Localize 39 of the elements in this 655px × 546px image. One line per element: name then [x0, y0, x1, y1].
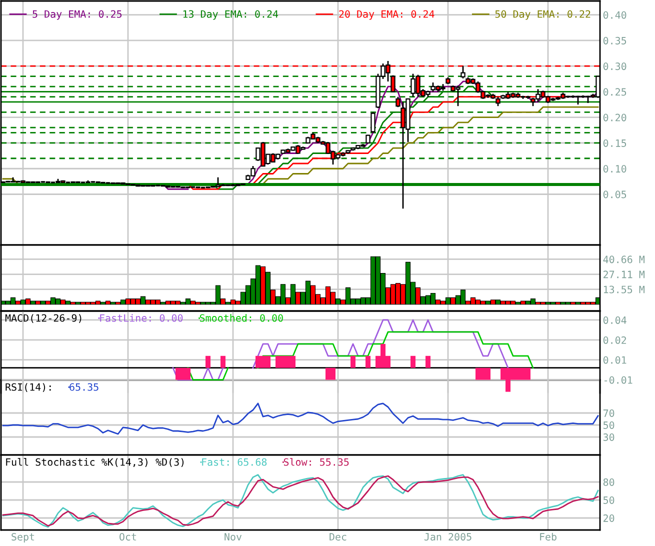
y-tick-label: 50 — [603, 421, 614, 429]
chart-title: RSI(14): — [6, 383, 51, 392]
x-tick-label: Jan 2005 — [424, 533, 472, 541]
legend-label: 65.35 — [70, 383, 98, 391]
x-tick-label: Dec — [330, 533, 346, 541]
legend-label: 5 Day EMA: 0.25 — [32, 10, 122, 20]
legend-label: 13 Day EMA: 0.24 — [183, 10, 278, 20]
y-tick-label: 27.11 M — [604, 270, 644, 278]
legend-label: Smoothed: 0.00 — [200, 314, 283, 322]
x-tick-label: Sept — [12, 533, 34, 543]
x-tick-label: Nov — [224, 533, 242, 541]
y-tick-label: 0.30 — [603, 62, 626, 70]
chart-title: Full Stochastic %K(14,3) %D(3) — [6, 458, 184, 468]
legend-label: 50 Day EMA: 0.22 — [495, 10, 590, 20]
y-tick-label: 30 — [603, 433, 614, 441]
legend-label: Fast: 65.68 — [202, 458, 267, 466]
y-tick-label: 70 — [603, 409, 614, 417]
y-tick-label: 80 — [603, 478, 614, 486]
y-tick-label: 0.15 — [603, 139, 626, 147]
y-tick-label: 0.04 — [603, 316, 626, 324]
legend-label: Slow: 55.35 — [284, 458, 349, 466]
x-tick-label: Oct — [120, 533, 136, 541]
x-tick-label: Feb — [540, 532, 556, 541]
y-tick-label: 13.55 M — [604, 286, 644, 294]
legend-label: 20 Day EMA: 0.24 — [339, 10, 434, 20]
y-tick-label: 40.66 M — [603, 256, 644, 264]
chart-title: MACD(12-26-9) — [5, 314, 82, 323]
y-tick-label: 0.02 — [603, 336, 626, 344]
y-tick-label: 0.01 — [603, 356, 626, 364]
legend-label: FastLine: 0.00 — [100, 314, 183, 322]
y-tick-label: 0.20 — [603, 114, 626, 122]
y-tick-label: -0.01 — [604, 376, 632, 384]
y-tick-label: 0.40 — [603, 11, 626, 19]
y-tick-label: 50 — [603, 496, 614, 504]
y-tick-label: 0.25 — [603, 88, 626, 96]
y-tick-label: 0.35 — [603, 36, 626, 44]
y-tick-label: 0.05 — [603, 190, 626, 198]
y-tick-label: 20 — [604, 514, 614, 522]
y-tick-label: 0.10 — [603, 165, 626, 173]
